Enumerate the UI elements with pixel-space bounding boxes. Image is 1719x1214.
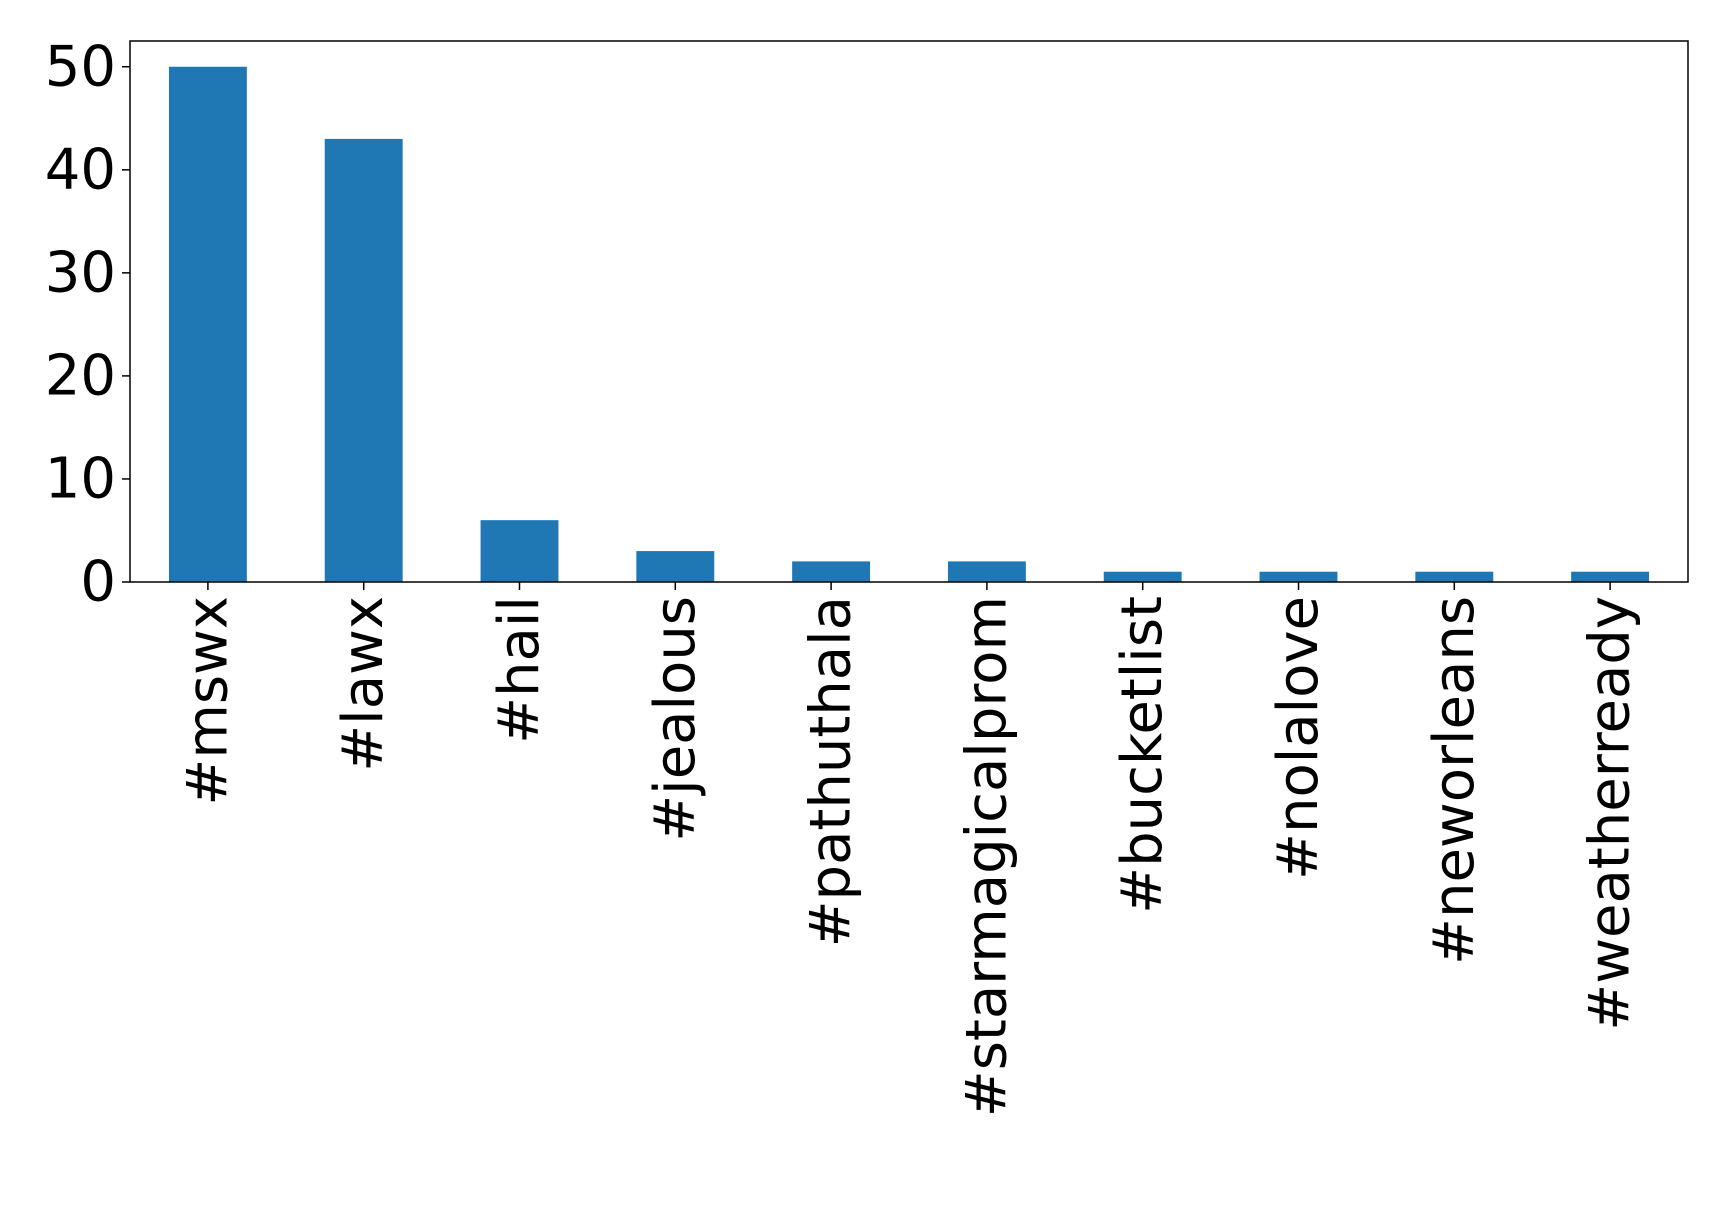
bar-hail [480,520,559,582]
x-tick-label: #hail [487,596,552,744]
bar-neworleans [1415,571,1494,582]
x-tick-label: #starmagicalprom [954,596,1019,1117]
bar-starmagicalprom [947,561,1026,582]
x-axis: #mswx #lawx #hail #jealous #pathuthala #starm… [175,582,1643,1117]
x-tick-label: #neworleans [1422,596,1487,965]
bar-bucketlist [1103,571,1182,582]
x-tick-label: #jealous [643,596,708,842]
y-tick-label: 50 [45,34,116,99]
y-tick-label: 0 [80,550,116,615]
bar-lawx [324,138,403,582]
y-axis: 0 10 20 30 40 50 [45,34,130,615]
x-tick-label: #weatherready [1578,596,1643,1031]
x-tick-label: #nolalove [1266,596,1331,880]
x-tick-label: #bucketlist [1110,596,1175,914]
bar-mswx [168,66,247,582]
bar-pathuthala [792,561,871,582]
y-tick-label: 30 [45,240,116,305]
plot-frame [129,40,1689,583]
y-tick-label: 20 [45,343,116,408]
x-tick-label: #mswx [175,596,240,806]
bar-nolalove [1259,571,1338,582]
y-tick-label: 10 [45,446,116,511]
y-tick-label: 40 [45,137,116,202]
bar-jealous [636,551,715,582]
x-tick-label: #pathuthala [799,596,864,947]
x-tick-label: #lawx [331,596,396,772]
bar-weatherready [1571,571,1650,582]
bars-layer [168,66,1650,582]
